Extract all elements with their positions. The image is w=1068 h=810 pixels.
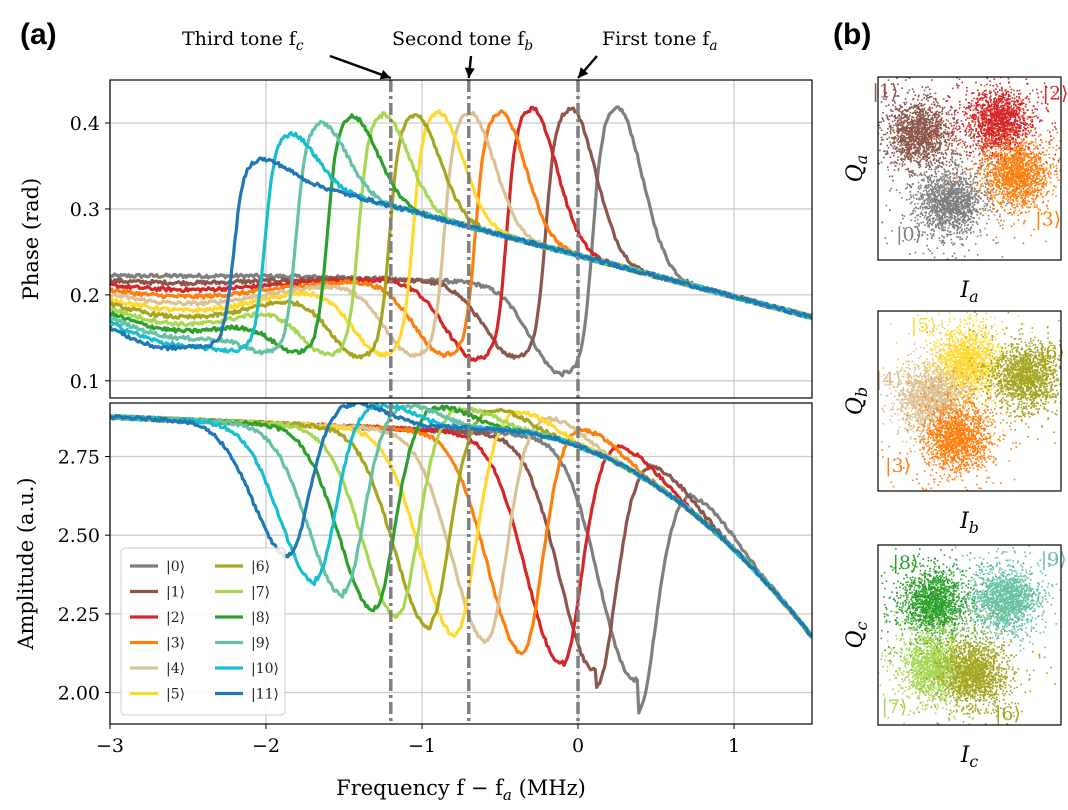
amplitude-plot: 2.00 2.25 2.50 2.75 Amplitude (a.u.) −3 −2 −1 0 1… (14, 402, 813, 804)
legend-label: |0⟩ (166, 559, 185, 575)
legend-label: |3⟩ (166, 636, 185, 652)
tone-annotation-text: Third tone fc (182, 28, 304, 54)
phase-tone-markers (389, 80, 580, 398)
amp-xtick-label: 1 (728, 735, 740, 757)
legend-label: |1⟩ (166, 585, 185, 601)
iq-state-label: |0⟩ (896, 223, 922, 245)
iq-scatter-points (878, 545, 1061, 725)
amp-series-lines (110, 403, 812, 715)
iq-state-label: |8⟩ (892, 552, 918, 574)
legend-label: |7⟩ (251, 585, 270, 601)
iq-cluster (878, 77, 992, 224)
iq-panel-b: |5⟩ |6⟩ |4⟩ |3⟩ Ib Qb (843, 310, 1065, 537)
iq-state-label: |3⟩ (1035, 209, 1061, 231)
amp-ytick-label: 2.75 (58, 447, 100, 469)
phase-ytick-label: 0.4 (70, 113, 100, 135)
amp-xtick-label: 0 (572, 735, 584, 757)
amp-legend: |0⟩ |1⟩ |2⟩ |3⟩ |4⟩ |5⟩ |6⟩ |7⟩ |8⟩ |9⟩ |10⟩ |11⟩ (120, 547, 286, 716)
phase-ytick-label: 0.3 (70, 199, 100, 221)
tone-annotation-arrow (329, 54, 392, 80)
tone-annotation-text: First tone fa (602, 28, 718, 54)
phase-series-line (110, 156, 812, 352)
legend-label: |11⟩ (251, 687, 279, 703)
phase-series-line (110, 111, 812, 358)
iq-frame (877, 310, 1062, 492)
iq-frame (877, 544, 1062, 726)
iq-panel-c: |8⟩ |9⟩ |7⟩ |6⟩ Ic Qc (843, 544, 1067, 771)
iq-frame (877, 76, 1062, 261)
iq-ylabel: Qb (843, 387, 871, 415)
phase-series-line (110, 110, 812, 358)
amp-ytick-label: 2.25 (58, 604, 100, 626)
iq-cluster (924, 311, 1061, 444)
amp-ytick-label: 2.00 (58, 683, 100, 705)
iq-panel-a: |1⟩ |2⟩ |3⟩ |0⟩ Ia Qa (843, 76, 1068, 306)
iq-cluster (919, 545, 1061, 699)
amp-xlabel: Frequency f − fa (MHz) (336, 776, 586, 804)
tone-annotation-arrowhead (464, 67, 475, 78)
tone-annotation-arrowhead (379, 69, 391, 80)
amp-series-line (110, 403, 812, 637)
iq-xlabel: Ia (959, 278, 978, 306)
legend-label: |10⟩ (251, 661, 279, 677)
iq-cluster (881, 370, 1029, 491)
iq-cluster (878, 565, 1008, 725)
iq-cluster (878, 314, 1058, 481)
legend-label: |5⟩ (166, 687, 185, 703)
iq-state-label: |1⟩ (872, 81, 898, 103)
tone-annotations: Third tone fc Second tone fb First tone fa (182, 28, 718, 80)
amp-ytick-label: 2.50 (58, 525, 100, 547)
phase-series-line (110, 109, 812, 359)
iq-xlabel: Ib (959, 509, 979, 537)
iq-state-label: |6⟩ (995, 703, 1021, 725)
phase-series-line (110, 131, 812, 354)
iq-state-label: |7⟩ (882, 696, 908, 718)
panel-b-label: (b) (833, 18, 871, 51)
iq-cluster (890, 591, 1056, 725)
iq-state-label: |4⟩ (876, 368, 902, 390)
iq-ylabel: Qc (843, 621, 871, 648)
iq-cluster (884, 121, 1025, 260)
phase-series-line (110, 105, 812, 378)
phase-ytick-label: 0.1 (70, 371, 100, 393)
iq-state-label: |2⟩ (1043, 82, 1068, 104)
amp-xtick-label: −1 (408, 735, 436, 757)
iq-state-label: |3⟩ (885, 455, 911, 477)
phase-ylabel: Phase (rad) (19, 178, 43, 300)
iq-scatter-points (878, 77, 1061, 260)
phase-series-lines (110, 105, 812, 378)
legend-label: |9⟩ (251, 636, 270, 652)
tone-annotation-arrowhead (578, 67, 589, 78)
legend-label: |2⟩ (166, 610, 185, 626)
panel-a-label: (a) (20, 18, 57, 51)
legend-box (120, 547, 286, 716)
phase-series-line (110, 109, 812, 358)
amp-tone-markers (389, 403, 580, 724)
iq-state-label: |5⟩ (911, 314, 937, 336)
iq-state-label: |6⟩ (1039, 341, 1065, 363)
legend-label: |6⟩ (251, 559, 270, 575)
amp-axes-frame (109, 402, 813, 725)
amp-xtick-label: −2 (252, 735, 280, 757)
phase-axes-frame (109, 79, 813, 399)
legend-label: |4⟩ (166, 661, 185, 677)
phase-ytick-label: 0.2 (70, 285, 100, 307)
iq-ylabel: Qa (843, 155, 871, 182)
phase-plot: 0.1 0.2 0.3 0.4 Phase (rad) (19, 79, 813, 399)
iq-xlabel: Ic (960, 743, 979, 771)
iq-scatter-plots: |1⟩ |2⟩ |3⟩ |0⟩ Ia Qa |5⟩ |6⟩ |4⟩ |3⟩ Ib Qb |8⟩ |9⟩ |7… (843, 76, 1068, 771)
amp-ylabel: Amplitude (a.u.) (14, 477, 38, 650)
tone-annotation-text: Second tone fb (392, 28, 533, 54)
iq-scatter-points (878, 311, 1061, 491)
amp-xtick-label: −3 (96, 735, 124, 757)
iq-state-label: |9⟩ (1041, 548, 1067, 570)
legend-label: |8⟩ (251, 610, 270, 626)
